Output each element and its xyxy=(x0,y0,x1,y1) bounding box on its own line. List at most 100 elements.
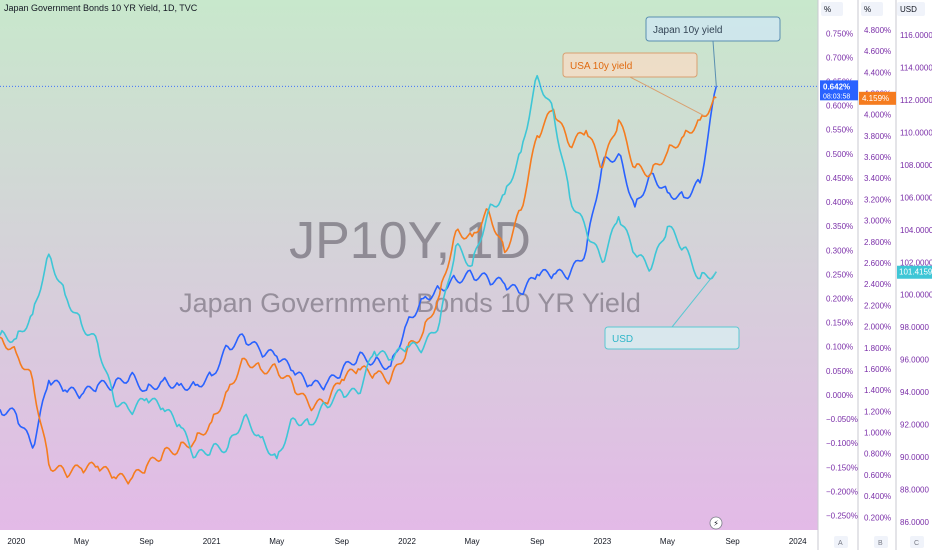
axis-header: USD xyxy=(900,5,917,14)
axis-a-tick: 0.700% xyxy=(826,53,853,62)
x-tick-label: 2020 xyxy=(7,537,25,546)
usd-badge xyxy=(897,265,932,279)
x-tick-label: 2021 xyxy=(203,537,221,546)
axis-b-tick: 2.000% xyxy=(864,323,891,332)
x-tick-label: May xyxy=(660,537,675,546)
event-marker-glyph: ⚡ xyxy=(713,519,719,528)
callout-japan-box xyxy=(645,16,781,42)
axis-footer: B xyxy=(878,540,883,547)
x-tick-label: May xyxy=(74,537,89,546)
axis-a-tick: −0.150% xyxy=(826,463,858,472)
japan-badge xyxy=(820,80,858,101)
axis-b-tick: 1.600% xyxy=(864,365,891,374)
axis-header-bg xyxy=(861,2,883,16)
axis-a-tick: 0.400% xyxy=(826,198,853,207)
axis-a-tick: 0.450% xyxy=(826,174,853,183)
axis-a-tick: 0.750% xyxy=(826,29,853,38)
axis-c-tick: 90.0000 xyxy=(900,453,929,462)
axis-b-tick: 4.800% xyxy=(864,26,891,35)
callout-usa-pointer xyxy=(629,76,705,117)
axis-b-tick: 4.400% xyxy=(864,68,891,77)
axis-c-tick: 98.0000 xyxy=(900,323,929,332)
callout-usa-box xyxy=(562,52,698,78)
axis-a-tick: 0.100% xyxy=(826,343,853,352)
axis-c-tick: 94.0000 xyxy=(900,388,929,397)
japan-10y-line xyxy=(0,86,718,449)
axis-c-tick: 114.0000 xyxy=(900,64,932,73)
axis-b-tick: 3.200% xyxy=(864,195,891,204)
event-marker-icon xyxy=(709,516,723,530)
watermark-name: Japan Government Bonds 10 YR Yield xyxy=(179,288,641,318)
axis-c-tick: 108.0000 xyxy=(900,161,932,170)
axis-a-tick: −0.200% xyxy=(826,487,858,496)
axis-header: % xyxy=(864,5,871,14)
axis-a-tick: 0.350% xyxy=(826,222,853,231)
axis-header-bg xyxy=(821,2,843,16)
axis-a-tick: 0.550% xyxy=(826,126,853,135)
axis-footer-bg xyxy=(874,536,888,548)
axis-b-tick: 1.200% xyxy=(864,407,891,416)
x-tick-label: Sep xyxy=(530,537,545,546)
axis-b-tick: 4.000% xyxy=(864,111,891,120)
axis-a-tick: 0.000% xyxy=(826,391,853,400)
axis-c-tick: 116.0000 xyxy=(900,31,932,40)
japan-badge-time: 08:03:58 xyxy=(823,93,850,100)
x-tick-label: 2023 xyxy=(593,537,611,546)
axis-c-tick: 102.0000 xyxy=(900,258,932,267)
axis-header-bg xyxy=(897,2,925,16)
callout-usd-box xyxy=(604,326,740,350)
axis-c-tick: 100.0000 xyxy=(900,291,932,300)
x-tick-label: Sep xyxy=(725,537,740,546)
axis-b-tick: 0.800% xyxy=(864,450,891,459)
axis-b-tick: 3.600% xyxy=(864,153,891,162)
axis-a-tick: 0.300% xyxy=(826,246,853,255)
axis-b-tick: 3.000% xyxy=(864,217,891,226)
axis-header: % xyxy=(824,5,831,14)
axis-b-tick: 0.200% xyxy=(864,513,891,522)
callout-japan-pointer xyxy=(712,40,717,87)
axis-footer: C xyxy=(914,540,919,547)
axis-c-tick: 104.0000 xyxy=(900,226,932,235)
watermark-ticker: JP10Y, 1D xyxy=(289,212,531,270)
usa-10y-line xyxy=(0,96,717,485)
callout-usd-text: USD xyxy=(612,334,633,345)
japan-badge-value: 0.642% xyxy=(823,82,850,91)
axis-c-tick: 106.0000 xyxy=(900,193,932,202)
axis-a-tick: −0.250% xyxy=(826,512,858,521)
axis-b-tick: 2.400% xyxy=(864,280,891,289)
axis-b-tick: 3.800% xyxy=(864,132,891,141)
symbol-title[interactable]: Japan Government Bonds 10 YR Yield, 1D, … xyxy=(4,3,198,13)
x-tick-label: May xyxy=(269,537,284,546)
axis-b-tick: 2.600% xyxy=(864,259,891,268)
usd-badge-value: 101.4159 xyxy=(899,268,932,277)
axis-a-tick: 0.200% xyxy=(826,295,853,304)
axis-footer-bg xyxy=(910,536,924,548)
axis-b-tick: 1.800% xyxy=(864,344,891,353)
axis-c-tick: 110.0000 xyxy=(900,128,932,137)
plot-background xyxy=(0,0,818,550)
x-tick-label: May xyxy=(465,537,480,546)
axis-b-tick: 1.400% xyxy=(864,386,891,395)
axis-a-tick: 0.050% xyxy=(826,367,853,376)
axis-a-tick: 0.250% xyxy=(826,270,853,279)
axis-b-tick: 4.600% xyxy=(864,47,891,56)
axis-a-tick: 0.150% xyxy=(826,319,853,328)
axis-a-tick: 0.600% xyxy=(826,102,853,111)
callout-usd-pointer xyxy=(671,271,717,328)
axis-b-tick: 3.400% xyxy=(864,174,891,183)
axis-c-tick: 86.0000 xyxy=(900,518,929,527)
axis-c-tick: 92.0000 xyxy=(900,421,929,430)
callout-japan-text: Japan 10y yield xyxy=(653,25,723,36)
axis-c-tick: 88.0000 xyxy=(900,485,929,494)
usd-line xyxy=(0,74,717,460)
axis-b-tick: 2.800% xyxy=(864,238,891,247)
axis-c-tick: 112.0000 xyxy=(900,96,932,105)
x-tick-label: Sep xyxy=(139,537,154,546)
time-axis-panel xyxy=(0,530,818,550)
x-tick-label: Sep xyxy=(335,537,350,546)
axis-a-tick: −0.100% xyxy=(826,439,858,448)
usa-badge-value: 4.159% xyxy=(862,94,889,103)
axis-b-tick: 0.600% xyxy=(864,471,891,480)
